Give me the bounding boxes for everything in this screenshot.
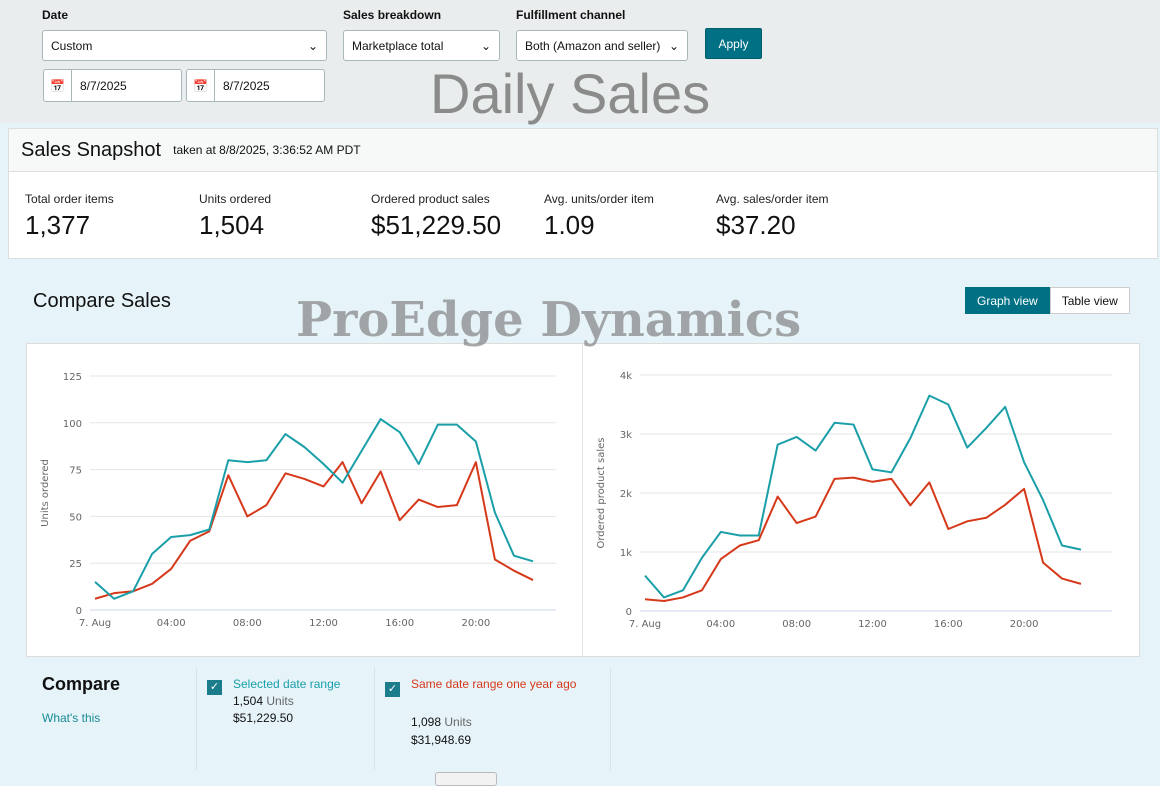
ordered-sales-chart: 0 1k 2k 3k 4k 7. Aug 04:00 08:00 12:00 16:00 20:00…: [596, 371, 1112, 630]
metric-label: Avg. sales/order item: [716, 192, 829, 206]
last-year-label: Same date range one year ago: [411, 677, 577, 691]
last-year-sales: $31,948.69: [411, 733, 472, 747]
metric-value: 1.09: [544, 210, 595, 240]
compare-legend: Compare What's this ✓ Selected date rang…: [26, 668, 611, 770]
metric-avg-units: Avg. units/order item 1.09: [544, 192, 654, 241]
date-select[interactable]: Custom ⌄: [42, 30, 327, 61]
x-tick-label: 04:00: [157, 618, 186, 629]
end-date-input[interactable]: 📅 8/7/2025: [186, 69, 325, 102]
selected-sales: $51,229.50: [233, 711, 294, 725]
series-line-last-year: [94, 461, 534, 600]
x-tick-label: 08:00: [233, 618, 262, 629]
last-year-checkbox[interactable]: ✓: [385, 682, 400, 697]
breakdown-value: Marketplace total: [352, 38, 444, 53]
filter-bar: Date Custom ⌄ 📅 8/7/2025 📅 8/7/2025 Sales b…: [0, 0, 1160, 123]
y-tick-label: 2k: [620, 489, 632, 500]
units-ordered-chart: 0 25 50 75 100 125 7. Aug 04:00 08:00 12:00 16:00 2…: [40, 372, 556, 629]
y-tick-label: 0: [626, 607, 632, 618]
chevron-down-icon: ⌄: [307, 38, 318, 53]
metric-value: 1,377: [25, 210, 91, 240]
last-year-legend: ✓ Same date range one year ago 1,098 Uni…: [374, 668, 611, 770]
snapshot-header: Sales Snapshot taken at 8/8/2025, 3:36:5…: [8, 128, 1158, 172]
chart-divider: [582, 344, 583, 656]
series-line-selected: [94, 418, 534, 600]
start-date-value: 8/7/2025: [80, 78, 127, 93]
chevron-down-icon: ⌄: [668, 38, 679, 53]
snapshot-timestamp: taken at 8/8/2025, 3:36:52 AM PDT: [173, 143, 361, 157]
selected-units-value: 1,504: [233, 694, 264, 708]
selected-range-label: Selected date range: [233, 677, 341, 691]
x-tick-label: 7. Aug: [79, 618, 111, 629]
last-year-units: 1,098 Units: [411, 714, 472, 731]
last-year-units-value: 1,098: [411, 715, 442, 729]
y-tick-label: 1k: [620, 548, 632, 559]
date-label: Date: [42, 8, 69, 22]
units-word: Units: [444, 715, 472, 729]
x-tick-label: 12:00: [309, 618, 338, 629]
compare-sales-title: Compare Sales: [33, 290, 171, 312]
metric-label: Avg. units/order item: [544, 192, 654, 206]
breakdown-select[interactable]: Marketplace total ⌄: [343, 30, 500, 61]
apply-button[interactable]: Apply: [705, 28, 762, 59]
y-axis-label: Ordered product sales: [596, 438, 607, 549]
x-tick-label: 20:00: [461, 618, 490, 629]
snapshot-metrics: Total order items 1,377 Units ordered 1,50…: [8, 172, 1158, 259]
metric-label: Total order items: [25, 192, 114, 206]
x-tick-label: 16:00: [934, 619, 963, 630]
y-tick-label: 4k: [620, 371, 632, 382]
compare-heading: Compare: [42, 674, 121, 694]
chevron-down-icon: ⌄: [480, 38, 491, 53]
metric-ordered-product-sales: Ordered product sales $51,229.50: [371, 192, 501, 241]
watermark-brand: ProEdge Dynamics: [296, 292, 802, 348]
y-tick-label: 25: [69, 559, 82, 570]
channel-value: Both (Amazon and seller): [525, 38, 661, 53]
selected-range-checkbox[interactable]: ✓: [207, 680, 222, 695]
calendar-icon: 📅: [44, 70, 72, 101]
metric-total-order-items: Total order items 1,377: [25, 192, 114, 241]
metric-avg-sales: Avg. sales/order item $37.20: [716, 192, 829, 241]
x-tick-label: 20:00: [1010, 619, 1039, 630]
selected-units: 1,504 Units: [233, 693, 294, 710]
channel-select[interactable]: Both (Amazon and seller) ⌄: [516, 30, 688, 61]
watermark-title: Daily Sales: [430, 62, 711, 125]
breakdown-label: Sales breakdown: [343, 8, 442, 22]
whats-this-link[interactable]: What's this: [42, 711, 101, 725]
charts-panel: [26, 343, 1140, 657]
series-line-last-year: [644, 476, 1082, 602]
calendar-icon: 📅: [187, 70, 215, 101]
series-line-selected: [644, 394, 1082, 599]
table-view-button[interactable]: Table view: [1049, 287, 1130, 314]
x-tick-label: 16:00: [385, 618, 414, 629]
y-tick-label: 50: [69, 512, 82, 523]
metric-value: 1,504: [199, 210, 265, 240]
metric-label: Units ordered: [199, 192, 272, 206]
y-tick-label: 75: [69, 466, 82, 477]
x-tick-label: 08:00: [782, 619, 811, 630]
graph-view-button[interactable]: Graph view: [965, 287, 1050, 314]
snapshot-title: Sales Snapshot: [21, 138, 162, 161]
end-date-value: 8/7/2025: [223, 78, 270, 93]
y-tick-label: 100: [63, 419, 82, 430]
y-tick-label: 125: [63, 372, 82, 383]
metric-label: Ordered product sales: [371, 192, 490, 206]
y-tick-label: 0: [76, 606, 82, 617]
metric-value: $37.20: [716, 210, 796, 240]
x-tick-label: 7. Aug: [629, 619, 661, 630]
selected-range-legend: ✓ Selected date range 1,504 Units $51,22…: [196, 668, 374, 770]
x-tick-label: 04:00: [706, 619, 735, 630]
metric-value: $51,229.50: [371, 210, 502, 240]
view-toggle: Graph view Table view: [965, 287, 1130, 314]
x-tick-label: 12:00: [858, 619, 887, 630]
channel-label: Fulfillment channel: [516, 8, 626, 22]
pager-button[interactable]: [435, 772, 497, 786]
y-tick-label: 3k: [620, 430, 632, 441]
date-select-value: Custom: [51, 38, 93, 53]
y-axis-label: Units ordered: [40, 459, 51, 527]
start-date-input[interactable]: 📅 8/7/2025: [43, 69, 182, 102]
metric-units-ordered: Units ordered 1,504: [199, 192, 271, 241]
units-word: Units: [266, 694, 294, 708]
